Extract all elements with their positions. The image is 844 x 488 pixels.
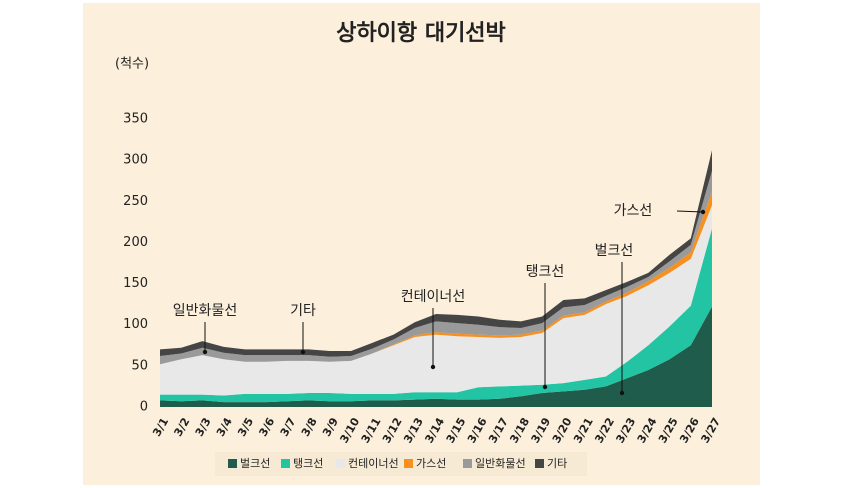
legend-label: 탱크선	[293, 457, 323, 470]
annotation: 일반화물선	[173, 303, 237, 319]
legend-swatch	[228, 459, 237, 468]
annotation-dot	[700, 209, 706, 215]
legend-label: 벌크선	[240, 457, 270, 470]
legend-swatch	[404, 459, 413, 468]
annotation-dot	[430, 364, 436, 370]
legend-label: 기타	[547, 457, 567, 470]
legend-label: 가스선	[416, 457, 446, 470]
annotation-dot	[202, 349, 208, 355]
y-axis-label: (척수)	[115, 57, 149, 72]
y-tick-label: 200	[123, 235, 148, 250]
chart-title: 상하이항 대기선박	[336, 21, 506, 46]
y-tick-label: 350	[123, 112, 148, 127]
annotation-dot	[619, 390, 625, 396]
annotation-dot	[542, 384, 548, 390]
legend-label: 일반화물선	[475, 456, 526, 470]
annotation: 컨테이너선	[401, 289, 465, 305]
area	[160, 170, 712, 365]
y-tick-label: 150	[123, 276, 148, 291]
area	[160, 150, 712, 357]
legend-swatch	[336, 459, 345, 468]
annotation-dot	[300, 349, 306, 355]
legend-label: 컨테이너선	[348, 457, 399, 470]
y-tick-label: 0	[140, 400, 148, 415]
annotation: 벌크선	[595, 243, 634, 259]
annotation: 탱크선	[526, 264, 565, 280]
annotation: 기타	[290, 303, 316, 319]
annotation: 가스선	[614, 203, 653, 219]
area	[160, 205, 712, 396]
legend-box	[215, 452, 587, 476]
area	[160, 306, 712, 407]
legend-swatch	[535, 459, 544, 468]
legend-swatch	[281, 459, 290, 468]
panel	[83, 3, 760, 485]
y-tick-label: 250	[123, 194, 148, 209]
y-tick-label: 300	[123, 153, 148, 168]
legend-swatch	[463, 459, 472, 468]
y-tick-label: 100	[123, 317, 148, 332]
leader-line	[676, 210, 704, 213]
y-tick-label: 50	[131, 358, 148, 373]
